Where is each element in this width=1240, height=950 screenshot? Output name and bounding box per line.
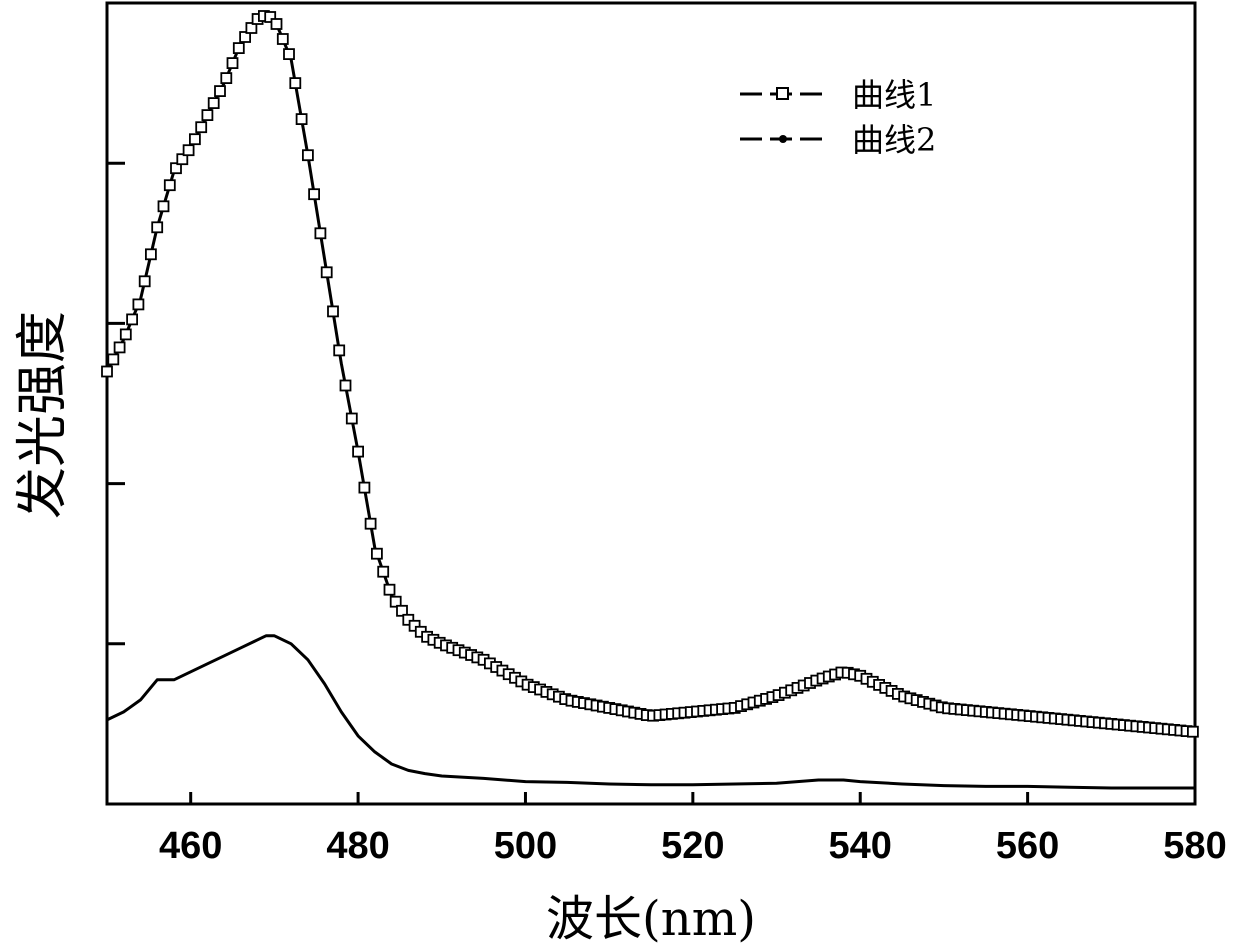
series-1-point [196, 122, 206, 132]
series-line-1 [107, 15, 1195, 732]
legend: 曲线1 曲线2 [740, 76, 936, 159]
series-1-point [322, 267, 332, 277]
series-1-point [228, 58, 238, 68]
series-1-point [108, 354, 118, 364]
legend-marker-series-2 [779, 135, 787, 143]
x-tick-label-500: 500 [494, 825, 557, 867]
series-1-point [315, 228, 325, 238]
series-1-point [309, 189, 319, 199]
x-tick-label-460: 460 [159, 825, 222, 867]
series-1-point [303, 150, 313, 160]
series-1-point [102, 367, 112, 377]
series-1-point [353, 447, 363, 457]
x-tick-label-480: 480 [326, 825, 389, 867]
plot-frame [107, 3, 1195, 804]
series-1-point [328, 306, 338, 316]
series-1-point [215, 86, 225, 96]
series-1-point [165, 180, 175, 190]
series-1-point [359, 483, 369, 493]
series-1-point [121, 329, 131, 339]
series-1-point [272, 19, 282, 29]
series-1-point [209, 98, 219, 108]
series-1-point [190, 134, 200, 144]
series-1-point [297, 114, 307, 124]
series-1-point [334, 345, 344, 355]
series-1-point [347, 414, 357, 424]
series-1-point [372, 549, 382, 559]
legend-label-series-1: 曲线1 [852, 76, 936, 114]
series-1-point [184, 145, 194, 155]
series-1-point [341, 381, 351, 391]
series-1-point [366, 519, 376, 529]
legend-marker-series-1 [777, 88, 788, 99]
series-1-point [221, 73, 231, 83]
series-1-point [1188, 727, 1198, 737]
x-tick-label-580: 580 [1163, 825, 1226, 867]
x-tick-label-560: 560 [996, 825, 1059, 867]
series-1-point [290, 78, 300, 88]
series-1-point [385, 585, 395, 595]
series-1-point [159, 201, 169, 211]
series-layer [102, 11, 1198, 788]
series-1-point [133, 299, 143, 309]
series-1-point [378, 567, 388, 577]
x-axis-title: 波长(nm) [546, 891, 756, 947]
y-axis-ticks [107, 3, 125, 644]
series-1-point [152, 222, 162, 232]
legend-label-series-2: 曲线2 [852, 121, 936, 159]
x-tick-label-520: 520 [661, 825, 724, 867]
series-1-markers [102, 11, 1198, 737]
series-1-point [202, 110, 212, 120]
series-1-point [284, 49, 294, 59]
series-1-point [127, 314, 137, 324]
series-1-point [146, 249, 156, 259]
y-axis-title: 发光强度 [13, 311, 73, 519]
series-1-point [140, 276, 150, 286]
x-tick-label-540: 540 [829, 825, 892, 867]
series-1-point [115, 342, 125, 352]
series-1-point [278, 34, 288, 44]
series-1-point [234, 43, 244, 53]
